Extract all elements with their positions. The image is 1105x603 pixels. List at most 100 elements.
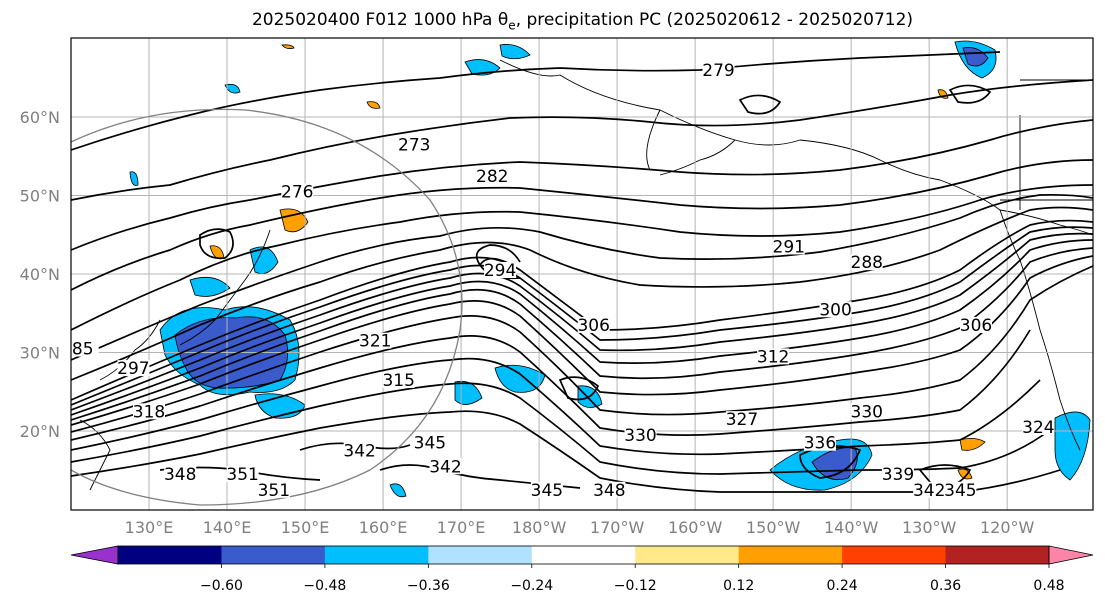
map-frame [70, 37, 1094, 511]
contour-label: 279 [702, 61, 734, 81]
contour-label-background [359, 332, 392, 349]
contour-label-background [725, 411, 758, 428]
contour-labels: 279 273 282 276 294 291 288 300 306 306 321 297 315 3… [71, 61, 1055, 501]
map-area: 279 273 282 276 294 291 288 300 306 306 321 297 315 3… [71, 38, 1093, 510]
latitude-labels: 60°N 50°N 40°N 30°N 20°N [20, 108, 60, 441]
longitude-label: 150°W [746, 518, 801, 537]
colorbar-segment [635, 546, 740, 564]
contour-label: 348 [164, 465, 196, 485]
latitude-label: 50°N [20, 187, 60, 206]
colorbar-extend-low [70, 545, 119, 565]
contour-label-background [1022, 419, 1055, 435]
colorbar: −0.60 −0.48 −0.36 −0.24 −0.12 0.12 0.24 0.36 0.4… [70, 545, 1094, 594]
colorbar-tick-label: 0.48 [1033, 578, 1064, 594]
colorbar-segment [945, 546, 1050, 564]
contour-label-background [484, 262, 517, 278]
contour-label-background [624, 426, 657, 443]
contour-label-background [413, 434, 446, 451]
colorbar-segment [221, 546, 326, 564]
longitude-label: 180°W [512, 518, 567, 537]
longitude-label: 170°W [590, 518, 645, 537]
colorbar-segment [324, 546, 429, 564]
colorbar-tick-label: −0.12 [614, 578, 657, 594]
contour-label: 273 [398, 135, 430, 155]
colorbar-segment [118, 546, 222, 564]
longitude-label: 170°E [437, 518, 486, 537]
contour-label-background [577, 316, 610, 333]
contour-label: 288 [851, 253, 883, 273]
latitude-label: 20°N [20, 422, 60, 441]
colorbar-extend-high [1048, 545, 1094, 565]
contour-label-background [757, 348, 790, 365]
contour-label-background [772, 238, 805, 255]
contour-label-background [257, 481, 290, 498]
colorbar-segment [428, 546, 533, 564]
contour-label-background [850, 403, 883, 420]
precipitation-shading [129, 40, 1091, 498]
colorbar-tick-label: −0.36 [407, 578, 450, 594]
contour-label-background [593, 481, 626, 498]
colorbar-segment [738, 546, 843, 564]
projection-circle [71, 108, 463, 506]
longitude-label: 130°W [902, 518, 957, 537]
contour-label: 291 [773, 237, 805, 257]
contour-label: 300 [819, 300, 851, 320]
contour-label-background [881, 466, 914, 483]
contour-label: 306 [960, 316, 992, 336]
contour-label: 330 [851, 402, 883, 422]
contour-label-background [959, 316, 992, 333]
contour-label-background [913, 481, 946, 498]
colorbar-tick-label: 0.12 [723, 578, 754, 594]
contour-label-background [133, 403, 166, 420]
contour-label-background [398, 136, 431, 153]
contour-label-background [429, 458, 462, 475]
contour-label: 321 [359, 332, 391, 352]
colorbar-tick-label: 0.24 [827, 578, 858, 594]
contour-label: 297 [117, 359, 149, 379]
colorbar-tick-label: 0.36 [930, 578, 961, 594]
longitude-label: 140°W [824, 518, 879, 537]
map-title: 2025020400 F012 1000 hPa θe, precipitati… [251, 10, 914, 33]
contour-label: 330 [624, 426, 656, 446]
longitude-labels: 130°E 140°E 150°E 160°E 170°E 180°W 170°W 160°W… [125, 518, 1035, 537]
contour-label: 312 [757, 347, 789, 367]
contour-label-background [382, 371, 415, 388]
latitude-label: 30°N [20, 344, 60, 363]
contour-label: 327 [726, 410, 758, 430]
colorbar-segment [531, 546, 636, 564]
colorbar-tick-label: −0.48 [303, 578, 346, 594]
contour-label-background [343, 442, 376, 459]
contour-label: 336 [804, 434, 836, 454]
contour-label: 339 [882, 465, 914, 485]
contour-label: 315 [382, 371, 414, 391]
contour-label: 345 [414, 434, 446, 454]
contour-label-background [803, 434, 836, 451]
contour-label: 348 [593, 481, 625, 501]
contour-label-background [164, 466, 197, 483]
contour-label: 345 [531, 481, 563, 501]
theta-e-contours [71, 51, 1093, 493]
longitude-label: 130°E [125, 518, 174, 537]
contour-label-background [944, 481, 977, 498]
contour-label: 306 [577, 316, 609, 336]
contour-label: 345 [944, 481, 976, 501]
contour-label-background [819, 301, 852, 318]
contour-label: 351 [258, 481, 290, 501]
contour-label: 342 [343, 442, 375, 462]
contour-label: 85 [72, 340, 94, 360]
contour-label: 324 [1022, 418, 1054, 438]
coastline [79, 59, 1093, 491]
longitude-label: 160°E [359, 518, 408, 537]
contour-label: 351 [226, 465, 258, 485]
contour-label-background [117, 360, 150, 377]
contour-label-background [530, 481, 563, 498]
colorbar-segment [842, 546, 947, 564]
longitude-label: 120°W [980, 518, 1035, 537]
contour-label: 276 [281, 183, 313, 203]
contour-label: 342 [429, 457, 461, 477]
longitude-label: 150°E [281, 518, 330, 537]
contour-label-background [281, 183, 314, 200]
contour-label-background [476, 167, 509, 184]
contour-label: 294 [484, 261, 516, 281]
